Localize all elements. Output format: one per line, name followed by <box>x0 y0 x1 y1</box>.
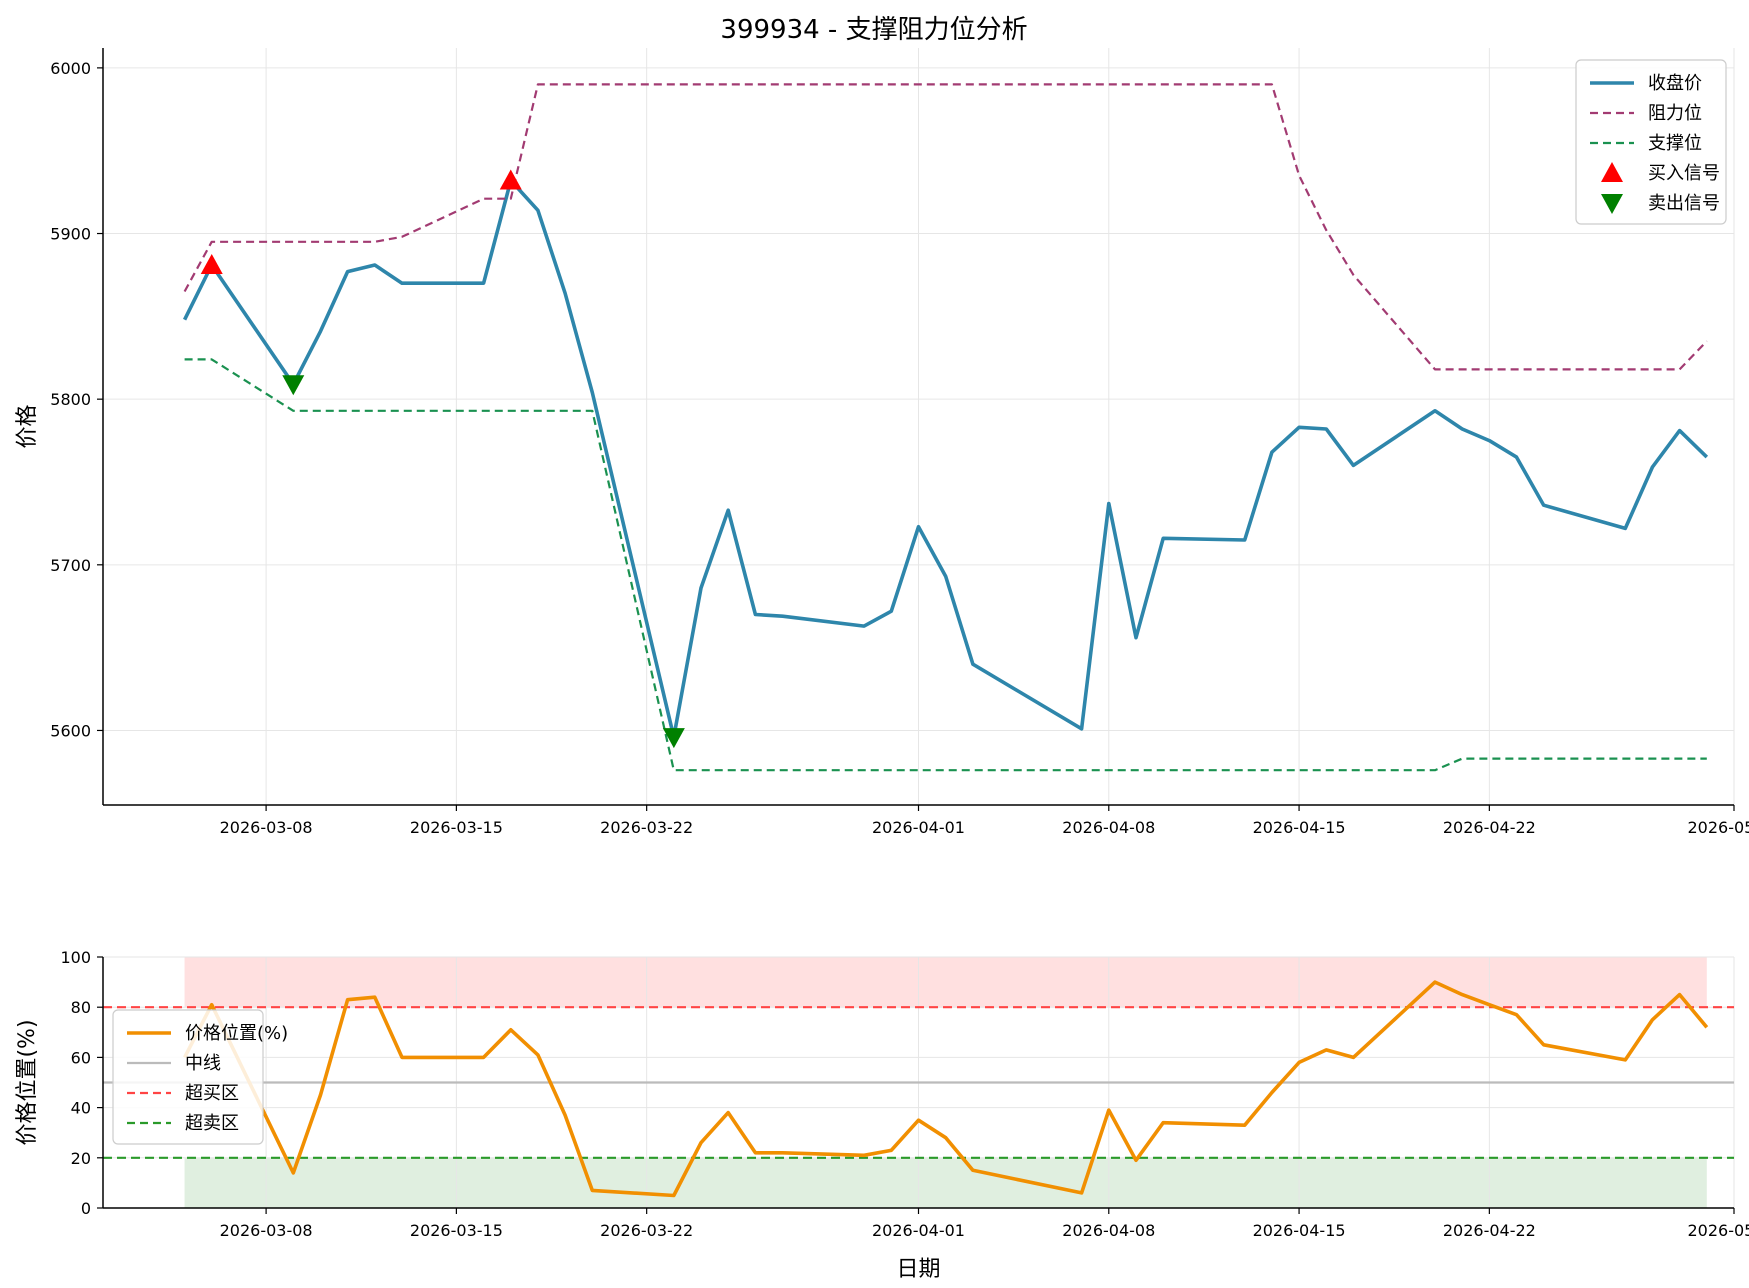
legend-label: 超卖区 <box>185 1113 239 1134</box>
y-tick-label: 20 <box>71 1149 91 1168</box>
y-tick-label: 5700 <box>50 556 91 575</box>
x-tick-label: 2026-04-15 <box>1253 818 1346 837</box>
x-tick-label: 2026-04-08 <box>1062 1221 1155 1240</box>
y-tick-label: 60 <box>71 1048 91 1067</box>
x-tick-label: 2026-05-01 <box>1688 1221 1749 1240</box>
y-tick-label: 80 <box>71 998 91 1017</box>
legend-swatch <box>1601 194 1623 214</box>
y-tick-label: 100 <box>60 948 91 967</box>
legend-label: 买入信号 <box>1648 163 1720 184</box>
series-line-支撑位 <box>184 358 1707 772</box>
legend-box <box>1575 59 1727 225</box>
x-tick-label: 2026-04-22 <box>1443 818 1536 837</box>
y-axis-label: 价格 <box>15 404 40 448</box>
legend-label: 超买区 <box>185 1083 239 1104</box>
legend-label: 收盘价 <box>1648 73 1702 94</box>
y-tick-label: 5600 <box>50 721 91 740</box>
y-tick-label: 5900 <box>50 225 91 244</box>
x-tick-label: 2026-04-08 <box>1062 818 1155 837</box>
x-tick-label: 2026-04-15 <box>1253 1221 1346 1240</box>
legend-swatch <box>1601 162 1623 182</box>
x-tick-label: 2026-03-15 <box>410 1221 503 1240</box>
x-tick-label: 2026-03-22 <box>600 1221 693 1240</box>
signal-marker <box>282 375 305 396</box>
panel-2: 2026-03-08 2026-03-15 2026-03-22 2026-04-01… <box>15 948 1749 1282</box>
legend-box <box>112 1009 264 1145</box>
x-tick-label: 2026-03-08 <box>220 818 313 837</box>
y-tick-label: 6000 <box>50 59 91 78</box>
shaded-band <box>184 957 1707 1008</box>
legend-label: 支撑位 <box>1648 133 1702 154</box>
panel-1: 2026-03-08 2026-03-15 2026-03-22 2026-04-01… <box>15 48 1749 837</box>
x-tick-label: 2026-04-22 <box>1443 1221 1536 1240</box>
series-line-价格位置(%) <box>182 980 1709 1198</box>
y-tick-label: 40 <box>71 1099 91 1118</box>
legend-label: 卖出信号 <box>1648 193 1720 214</box>
signal-marker <box>662 728 685 749</box>
series-line-阻力位 <box>183 83 1708 371</box>
x-axis-label: 日期 <box>896 1257 940 1282</box>
legend-label: 价格位置(%) <box>185 1023 288 1044</box>
legend-label: 中线 <box>185 1053 221 1074</box>
x-tick-label: 2026-04-01 <box>872 1221 965 1240</box>
y-axis-label: 价格位置(%) <box>15 1019 40 1145</box>
shaded-band <box>184 1157 1707 1208</box>
y-tick-label: 0 <box>81 1199 91 1218</box>
series-line-收盘价 <box>182 178 1709 739</box>
chart-title: 399934 - 支撑阻力位分析 <box>720 15 1027 45</box>
x-tick-label: 2026-03-08 <box>220 1221 313 1240</box>
signal-marker <box>200 253 223 274</box>
x-tick-label: 2026-03-22 <box>600 818 693 837</box>
x-tick-label: 2026-04-01 <box>872 818 965 837</box>
x-tick-label: 2026-05-01 <box>1688 818 1749 837</box>
legend-label: 阻力位 <box>1648 103 1702 124</box>
x-tick-label: 2026-03-15 <box>410 818 503 837</box>
signal-marker <box>499 169 522 190</box>
y-tick-label: 5800 <box>50 390 91 409</box>
